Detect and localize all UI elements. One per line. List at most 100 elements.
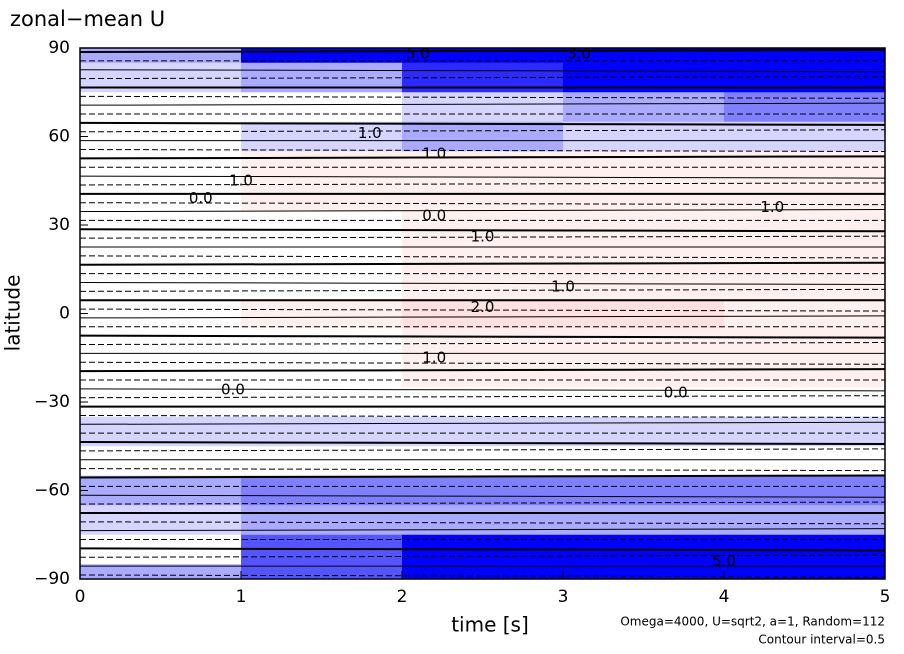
contour-label: 2.0 xyxy=(471,298,495,316)
contour-line xyxy=(80,574,885,578)
contour-line xyxy=(80,361,885,365)
field-cell xyxy=(80,298,242,329)
field-cell xyxy=(80,387,242,418)
field-cell xyxy=(563,446,725,477)
contour-label: 1.0 xyxy=(551,277,575,295)
contour-line xyxy=(80,494,885,498)
x-tick-label: 2 xyxy=(397,587,408,607)
x-tick-label: 4 xyxy=(719,587,730,607)
contour-line xyxy=(80,129,885,133)
contour-label: 1.0 xyxy=(760,198,784,216)
contour-line xyxy=(80,202,885,206)
contour-line xyxy=(80,308,885,312)
contour-line xyxy=(80,441,885,446)
contour-line xyxy=(80,288,885,292)
field-cell xyxy=(563,210,725,241)
y-axis-label: latitude xyxy=(1,275,25,352)
field-cell xyxy=(402,357,564,388)
contour-line xyxy=(80,421,885,425)
contour-line xyxy=(80,547,885,552)
contour-label: 0.0 xyxy=(422,207,446,225)
field-cell xyxy=(724,387,885,418)
field-cell xyxy=(563,92,725,123)
contour-line xyxy=(80,554,885,558)
field-cell xyxy=(402,475,564,506)
field-cell xyxy=(80,180,242,211)
field-cell xyxy=(402,121,564,152)
contour-line xyxy=(80,155,885,160)
y-tick-label: 90 xyxy=(48,38,70,58)
field-cell xyxy=(563,48,725,64)
field-cell xyxy=(563,387,725,418)
field-cell xyxy=(241,269,403,300)
contour-label: 3.0 xyxy=(567,44,591,62)
contour-label: 5.0 xyxy=(712,552,736,570)
field-cell xyxy=(80,210,242,241)
field-cell xyxy=(724,505,885,536)
contour-line xyxy=(80,209,885,213)
contour-line xyxy=(80,182,885,186)
foreground: 0 1 2 3 4 5 −90 −60 −30 0 30 60 90 xyxy=(34,38,890,607)
x-tick-label: 1 xyxy=(236,587,247,607)
field-cell xyxy=(563,151,725,182)
contour-line xyxy=(80,255,885,259)
contour-line xyxy=(80,315,885,319)
contour-line xyxy=(80,448,885,452)
contour-label: 0.0 xyxy=(221,381,245,399)
field-cell xyxy=(724,210,885,241)
contour-line xyxy=(80,261,885,266)
contour-line xyxy=(80,388,885,392)
contour-label: 1.0 xyxy=(422,145,446,163)
field-cell xyxy=(402,564,564,579)
contour-line xyxy=(80,501,885,505)
x-tick-label: 3 xyxy=(558,587,569,607)
note: Contour interval=0.5 xyxy=(758,633,885,647)
field-cell xyxy=(241,357,403,388)
contour-line xyxy=(80,414,885,418)
y-tick-label: −90 xyxy=(34,569,70,589)
contour-label: 0.0 xyxy=(189,189,213,207)
field-cell xyxy=(241,92,403,123)
field-cell xyxy=(563,298,725,329)
contour-line xyxy=(80,76,885,80)
x-axis-label: time [s] xyxy=(451,613,529,637)
note: Omega=4000, U=sqrt2, a=1, Random=112 xyxy=(620,615,885,629)
field-cell xyxy=(241,121,403,152)
field-cell xyxy=(724,121,885,152)
contour-label: 1.0 xyxy=(422,348,446,366)
contour-line xyxy=(80,528,885,532)
contour-line xyxy=(80,395,885,399)
field-cell xyxy=(80,92,242,123)
field-cell xyxy=(563,121,725,152)
contour-label: 0.0 xyxy=(664,384,688,402)
field-cell xyxy=(241,210,403,241)
field-cell xyxy=(563,239,725,270)
contour-label: 5.0 xyxy=(406,44,430,62)
field-cell xyxy=(402,387,564,418)
contour-line xyxy=(80,49,885,53)
y-tick-label: 60 xyxy=(48,127,70,147)
contour-line xyxy=(80,342,885,346)
contour-line xyxy=(80,175,885,179)
contour-label: 1.0 xyxy=(471,227,495,245)
contour-line xyxy=(80,474,885,479)
field-cell xyxy=(402,298,564,329)
field-cell xyxy=(563,505,725,536)
contour-line xyxy=(80,468,885,472)
field: 5.0 3.0 1.0 1.0 1.0 0.0 0.0 1.0 1.0 1.0 2.0 1.0 0.0 0… xyxy=(80,44,885,579)
contour-label: 1.0 xyxy=(229,171,253,189)
field-cell xyxy=(80,446,242,477)
field-cell xyxy=(402,269,564,300)
field-cell xyxy=(241,298,403,329)
contour-line xyxy=(80,121,885,126)
field-cell xyxy=(80,534,242,565)
field-cell xyxy=(402,416,564,447)
field-cell xyxy=(241,446,403,477)
field-cell xyxy=(241,475,403,506)
x-tick-label: 0 xyxy=(75,587,86,607)
field-cell xyxy=(563,357,725,388)
field-cell xyxy=(724,446,885,477)
contour-line xyxy=(80,102,885,106)
y-tick-label: −30 xyxy=(34,392,70,412)
